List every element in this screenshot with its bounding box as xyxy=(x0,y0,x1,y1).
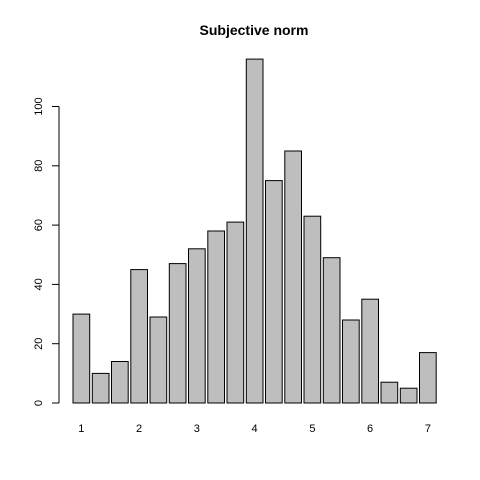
bar-9 xyxy=(226,221,245,404)
bar-5 xyxy=(149,316,168,404)
y-tick-label-40: 40 xyxy=(33,278,45,290)
bar-4 xyxy=(130,269,149,404)
x-tick-label-4: 4 xyxy=(252,423,258,435)
bar-16 xyxy=(361,298,379,404)
y-tick-label-100: 100 xyxy=(33,97,45,115)
y-tick-label-0: 0 xyxy=(33,400,45,406)
x-tick-label-2: 2 xyxy=(136,423,142,435)
y-axis: 0 20 40 60 80 100 xyxy=(33,97,60,406)
bar-18 xyxy=(399,387,418,404)
y-tick-label-60: 60 xyxy=(33,219,45,231)
bar-1 xyxy=(72,313,91,404)
bar-19 xyxy=(419,352,437,404)
bar-10 xyxy=(245,58,264,404)
bar-6 xyxy=(168,263,187,404)
bar-15 xyxy=(342,319,360,404)
bar-13 xyxy=(303,215,322,404)
bar-8 xyxy=(207,230,226,404)
y-tick-label-20: 20 xyxy=(33,338,45,350)
x-tick-label-7: 7 xyxy=(425,423,431,435)
bar-11 xyxy=(265,180,283,404)
x-tick-label-5: 5 xyxy=(309,423,315,435)
bar-14 xyxy=(322,257,341,404)
x-tick-label-1: 1 xyxy=(78,423,84,435)
chart-title: Subjective norm xyxy=(200,22,309,38)
bar-7 xyxy=(188,248,206,404)
y-tick-label-80: 80 xyxy=(33,160,45,172)
x-axis: 1 2 3 4 5 6 7 xyxy=(78,423,431,435)
x-tick-label-3: 3 xyxy=(194,423,200,435)
bar-12 xyxy=(284,150,302,404)
bars-group xyxy=(72,58,437,404)
bar-2 xyxy=(91,372,110,404)
x-tick-label-6: 6 xyxy=(367,423,373,435)
bar-3 xyxy=(111,361,129,404)
bar-17 xyxy=(380,381,399,404)
